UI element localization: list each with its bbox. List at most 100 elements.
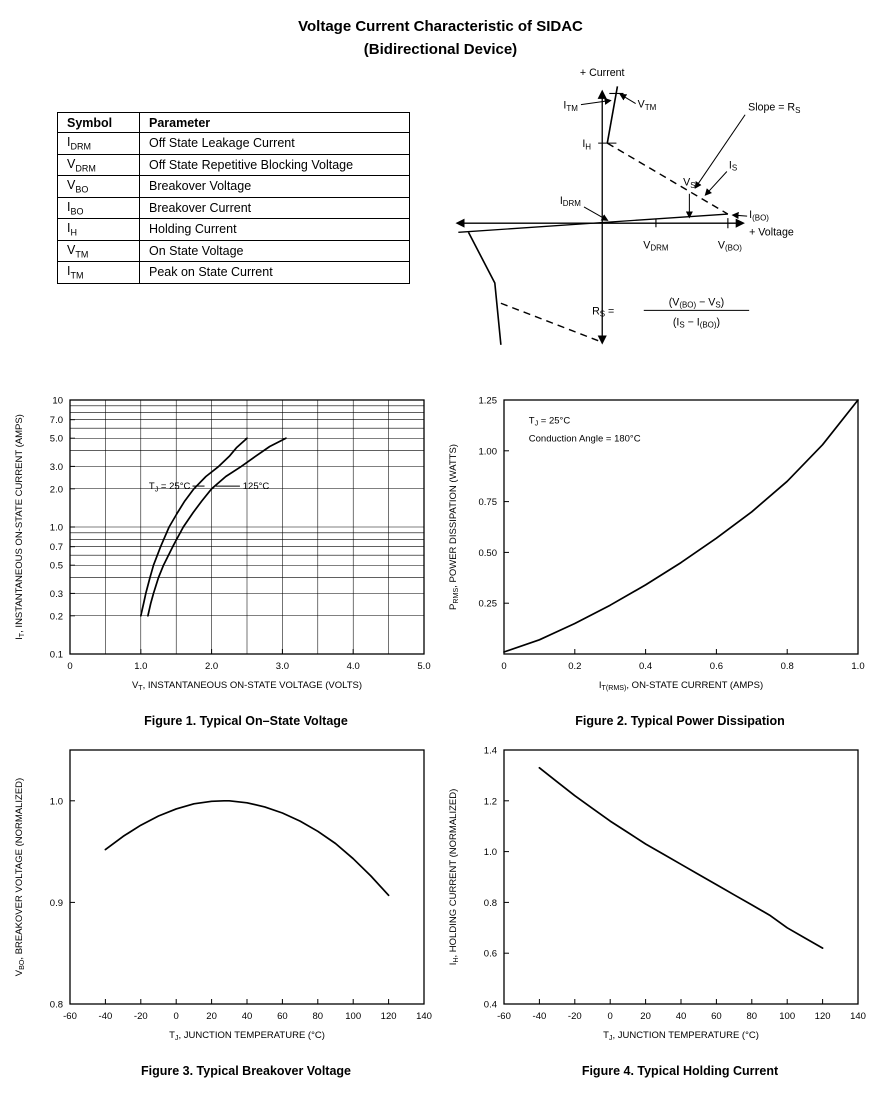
x-tick-label: 1.0: [134, 661, 147, 672]
y-tick-label: 0.8: [484, 898, 497, 909]
symbol-table-body: IDRM Off State Leakage Current VDRM Off Sta…: [57, 132, 410, 284]
y-tick-label: 0.3: [50, 589, 63, 600]
y-axis-label: PRMS, POWER DISSIPATION (WATTS): [448, 444, 460, 610]
annotation-label: TJ = 25°C: [529, 415, 571, 427]
x-tick-label: 0.6: [710, 661, 723, 672]
y-tick-label: 0.9: [50, 898, 63, 909]
x-tick-label: 3.0: [276, 661, 289, 672]
symbol-cell: IH: [57, 218, 140, 241]
symbol-parameter-table: Symbol Parameter IDRM Off State Leakage C…: [57, 112, 410, 284]
negative-resistance-dashed-q1: [606, 142, 729, 215]
x-tick-label: 0: [501, 661, 506, 672]
symbol-cell: VBO: [57, 175, 140, 198]
idrm-label: IDRM: [560, 195, 581, 208]
y-tick-label: 1.00: [479, 446, 498, 457]
leakage-line: [458, 213, 728, 233]
x-tick-label: 0.2: [568, 661, 581, 672]
x-tick-label: 5.0: [417, 661, 430, 672]
figure2-cell: 0 0.2 0.4 0.6 0.8 1.0 0.25 0.50 0.75 1.00 1.25 TJ =…: [444, 386, 874, 729]
table-row: VDRM Off State Repetitive Blocking Voltag…: [57, 153, 410, 176]
plot-border: [503, 749, 859, 1005]
ibo-pointer: [731, 211, 748, 220]
x-tick-label: 120: [815, 1011, 831, 1022]
y-tick-label: 2.0: [50, 484, 63, 495]
symbol-cell: ITM: [57, 261, 140, 284]
x-tick-label: 100: [779, 1011, 795, 1022]
y-tick-label: 0.8: [50, 1000, 63, 1011]
y-tick-label: 0.50: [479, 548, 498, 559]
rs-formula-lhs: RS =: [592, 305, 614, 318]
parameter-cell: Off State Repetitive Blocking Voltage: [139, 153, 410, 176]
figure3-cell: -60 -40 -20 0 20 40 60 80 100 120 140 0.8 0.9 1.0 TJ, …: [10, 736, 440, 1078]
x-axis-label: IT(RMS), ON-STATE CURRENT (AMPS): [599, 680, 763, 692]
x-tick-label: 2.0: [205, 661, 218, 672]
vdrm-label: VDRM: [643, 240, 668, 253]
vi-characteristic-diagram: + Current ITM VTM Slope = RS IH IS VS ID…: [455, 67, 800, 345]
y-tick-label: 0.25: [479, 599, 498, 610]
x-tick-label: 0: [608, 1011, 613, 1022]
y-tick-label: 0.7: [50, 542, 63, 553]
symbol-cell: IBO: [57, 196, 140, 219]
x-tick-label: 40: [676, 1011, 687, 1022]
y-axis-label: IT, INSTANTANEOUS ON-STATE CURRENT (AMPS…: [14, 414, 26, 640]
idrm-pointer: [583, 206, 609, 221]
ibo-label: I(BO): [749, 209, 769, 222]
x-tick-label: 140: [416, 1011, 432, 1022]
x-tick-label: 80: [313, 1011, 324, 1022]
x-tick-label: 100: [345, 1011, 361, 1022]
figure3-caption: Figure 3. Typical Breakover Voltage: [140, 1064, 352, 1078]
table-row: IBO Breakover Current: [57, 196, 410, 219]
parameter-cell: Breakover Current: [139, 196, 410, 219]
table-header-row: Symbol Parameter: [57, 112, 410, 133]
figure4-chart: -60 -40 -20 0 20 40 60 80 100 120 140 0.4 0.6 0.8 1.0 1…: [448, 746, 866, 1043]
x-tick-label: 0: [174, 1011, 179, 1022]
figure2-caption: Figure 2. Typical Power Dissipation: [575, 714, 785, 728]
annotation-label: 125°C: [243, 481, 270, 492]
y-tick-label: 7.0: [50, 415, 63, 426]
y-tick-label: 0.5: [50, 561, 63, 572]
y-tick-label: 0.6: [484, 949, 497, 960]
annotation-label: Conduction Angle = 180°C: [529, 434, 641, 445]
symbol-cell: IDRM: [57, 132, 140, 155]
y-tick-label: 10: [52, 396, 63, 407]
x-tick-label: -40: [99, 1011, 113, 1022]
parameter-cell: Peak on State Current: [139, 261, 410, 284]
y-tick-label: 5.0: [50, 434, 63, 445]
figure1-caption: Figure 1. Typical On–State Voltage: [144, 714, 348, 728]
slope-rs-label: Slope = RS: [748, 102, 800, 115]
figure1-chart: 0 1.0 2.0 3.0 4.0 5.0 0.1 0.2 0.3 0.5 0.7 1.0 2.0 3.0…: [14, 396, 431, 693]
symbol-cell: VDRM: [57, 153, 140, 176]
y-tick-label: 3.0: [50, 462, 63, 473]
table-row: VTM On State Voltage: [57, 239, 410, 262]
itm-label: ITM: [563, 100, 577, 113]
curve: [104, 799, 390, 897]
vbo-label: V(BO): [718, 240, 742, 253]
table-row: ITM Peak on State Current: [57, 261, 410, 284]
plus-voltage-label: + Voltage: [749, 226, 794, 238]
y-tick-label: 0.75: [479, 497, 498, 508]
x-tick-label: 60: [277, 1011, 288, 1022]
x-tick-label: -20: [568, 1011, 582, 1022]
x-tick-label: 20: [206, 1011, 217, 1022]
parameter-cell: On State Voltage: [139, 239, 410, 262]
title-line-1: Voltage Current Characteristic of SIDAC: [298, 18, 583, 35]
figure4-cell: -60 -40 -20 0 20 40 60 80 100 120 140 0.4 0.6 0.8 1.0 1…: [444, 736, 874, 1079]
x-tick-label: 20: [640, 1011, 651, 1022]
curve: [147, 437, 287, 617]
x-tick-label: -40: [533, 1011, 547, 1022]
x-axis-label: TJ, JUNCTION TEMPERATURE (°C): [603, 1030, 759, 1042]
x-tick-label: 1.0: [851, 661, 864, 672]
y-tick-label: 1.0: [484, 847, 497, 858]
x-axis-label: VT, INSTANTANEOUS ON-STATE VOLTAGE (VOLT…: [132, 680, 362, 692]
figure3-chart: -60 -40 -20 0 20 40 60 80 100 120 140 0.8 0.9 1.0 TJ, …: [14, 749, 432, 1042]
symbol-cell: VTM: [57, 239, 140, 262]
y-tick-label: 1.0: [50, 523, 63, 534]
table-row: IDRM Off State Leakage Current: [57, 132, 410, 155]
y-axis-label: IH, HOLDING CURRENT (NORMALIZED): [448, 789, 460, 966]
vtm-label: VTM: [638, 99, 657, 112]
y-tick-label: 1.2: [484, 796, 497, 807]
annotation-label: TJ = 25°C: [149, 481, 191, 493]
x-tick-label: -60: [63, 1011, 77, 1022]
x-tick-label: 0.8: [781, 661, 794, 672]
